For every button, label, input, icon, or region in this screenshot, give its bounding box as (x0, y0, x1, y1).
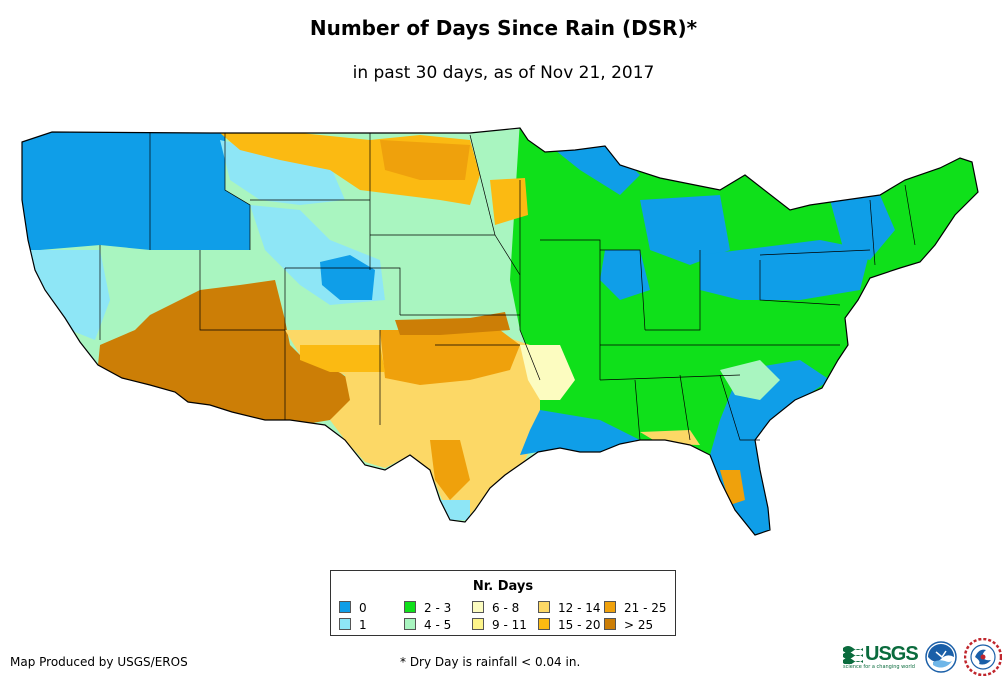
us-dsr-map (21, 127, 979, 536)
legend-swatch (538, 618, 550, 630)
region-kansas-brown (395, 312, 510, 335)
legend-item-4-5: 4 - 5 (404, 618, 451, 632)
legend-item-15-20: 15 - 20 (538, 618, 601, 632)
nws-logo-icon (964, 638, 1002, 676)
legend-swatch (404, 618, 416, 630)
usgs-logo: USGS science for a changing world (843, 643, 919, 670)
dry-day-footnote: * Dry Day is rainfall < 0.04 in. (400, 655, 581, 669)
legend-item-0: 0 (339, 601, 367, 615)
region-oklahoma-orange (380, 330, 520, 385)
legend-swatch (604, 618, 616, 630)
region-dakota-dark-orange (380, 140, 470, 180)
region-northern-california-coast (22, 250, 110, 340)
legend-item-21-25: 21 - 25 (604, 601, 667, 615)
region-carolina-pale (720, 360, 780, 400)
region-southern-california-arizona (98, 280, 350, 425)
state-boundaries (99, 133, 916, 441)
region-illinois-blue (600, 250, 650, 300)
region-colorado-blue (320, 255, 375, 300)
legend-swatch (472, 601, 484, 613)
legend-swatch (604, 601, 616, 613)
region-south-texas (430, 440, 470, 500)
region-florida-dry (720, 470, 745, 505)
legend-swatch (339, 618, 351, 630)
map-credit: Map Produced by USGS/EROS (10, 655, 188, 669)
legend-title: Nr. Days (472, 579, 534, 594)
legend-item-1: 1 (339, 618, 367, 632)
noaa-logo-icon (925, 641, 957, 673)
region-arkansas-pale (520, 345, 575, 400)
legend: Nr. Days 0 1 2 - 3 4 - 5 6 - 8 9 - 11 12… (330, 570, 676, 636)
region-new-mexico (300, 345, 385, 372)
region-michigan (640, 195, 730, 265)
region-northeast-blue (830, 195, 895, 260)
region-montana-cyan (220, 140, 345, 205)
region-ohio-pennsylvania (700, 240, 870, 300)
legend-item-over-25: > 25 (604, 618, 653, 632)
region-minnesota-orange (490, 178, 528, 225)
map-subtitle: in past 30 days, as of Nov 21, 2017 (352, 63, 655, 83)
legend-swatch (404, 601, 416, 613)
legend-swatch (538, 601, 550, 613)
region-gulf-coast (520, 410, 640, 455)
legend-item-9-11: 9 - 11 (472, 618, 527, 632)
legend-swatch (472, 618, 484, 630)
legend-item-12-14: 12 - 14 (538, 601, 601, 615)
usgs-wave-icon (843, 646, 863, 664)
legend-item-6-8: 6 - 8 (472, 601, 519, 615)
legend-item-2-3: 2 - 3 (404, 601, 451, 615)
region-gulf-yellow (640, 430, 700, 445)
legend-swatch (339, 601, 351, 613)
map-title: Number of Days Since Rain (DSR)* (309, 16, 698, 40)
region-pacific-northwest (22, 128, 250, 250)
